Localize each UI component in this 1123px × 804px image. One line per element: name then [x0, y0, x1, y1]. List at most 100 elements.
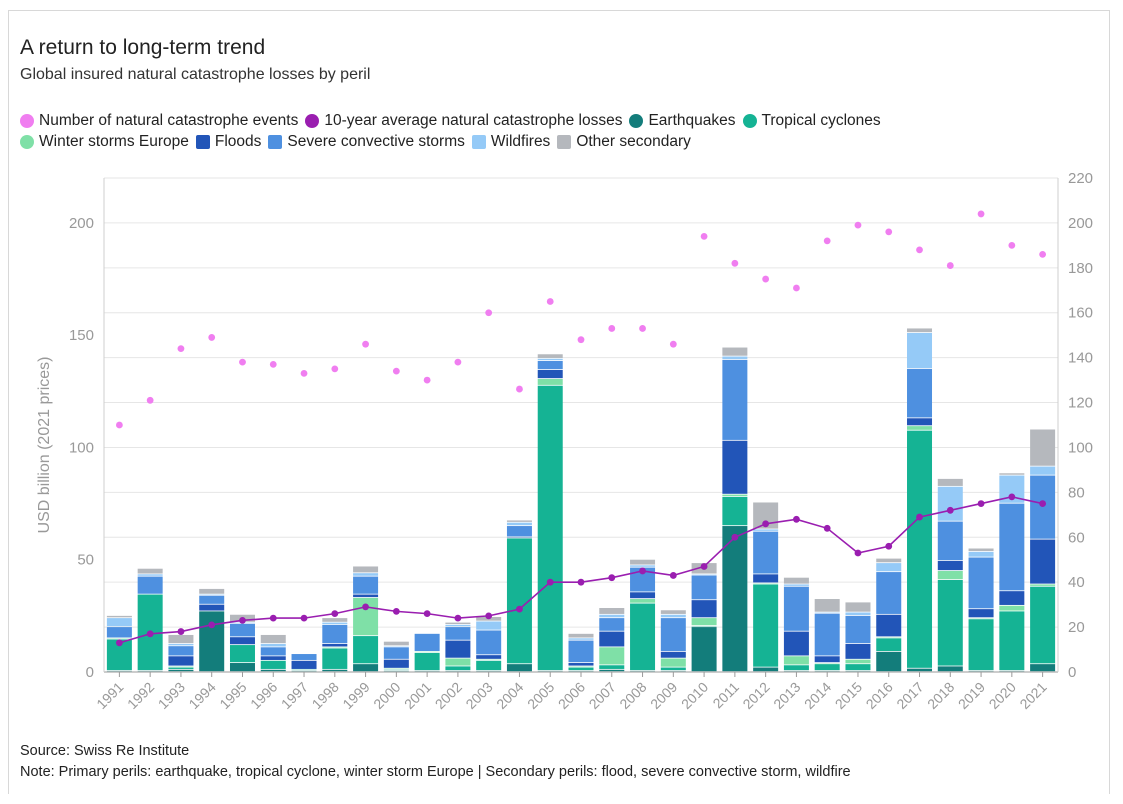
y-axis-label: USD billion (2021 prices) [36, 357, 53, 534]
bar-segment-tropical [937, 579, 963, 666]
bar-segment-winter [845, 659, 871, 664]
bar-segment-tropical [599, 665, 625, 669]
x-tick-label: 1993 [155, 679, 188, 712]
legend-row: Number of natural catastrophe events 10-y… [20, 110, 1020, 131]
bar-segment-earthquakes [907, 668, 933, 672]
y2-tick-label: 0 [1068, 664, 1076, 681]
bar-segment-other [568, 633, 594, 638]
bar-segment-tropical [783, 665, 809, 671]
bar-segment-earthquakes [599, 669, 625, 672]
x-tick-label: 1999 [339, 679, 372, 712]
y2-tick-label: 120 [1068, 395, 1093, 412]
chart-subtitle: Global insured natural catastrophe losse… [20, 66, 371, 83]
y2-tick-label: 220 [1068, 170, 1093, 187]
legend-label-floods: Floods [214, 133, 262, 150]
x-tick-label: 2001 [401, 679, 434, 712]
avg-point [916, 513, 923, 521]
bar-segment-other [845, 602, 871, 612]
legend-swatch-avg [305, 113, 320, 128]
avg-point [669, 572, 677, 579]
legend-item-winter: Winter storms Europe [20, 131, 189, 152]
bar-segment-floods [322, 643, 348, 647]
event-point [177, 345, 185, 353]
bar-segment-earthquakes [876, 651, 902, 672]
y-tick-label: 0 [86, 664, 94, 681]
event-point [423, 376, 431, 384]
avg-point [793, 515, 800, 523]
bar-segment-wildfires [599, 614, 625, 618]
legend-item-avg: 10-year average natural catastrophe loss… [305, 110, 622, 131]
bar-segment-convective [537, 361, 563, 370]
avg-point [177, 628, 185, 635]
y2-tick-label: 40 [1068, 574, 1085, 591]
bar-segment-wildfires [106, 618, 132, 627]
bar-segment-convective [907, 368, 933, 418]
bar-segment-floods [630, 592, 656, 599]
bar-segment-winter [537, 378, 563, 385]
y2-tick-label: 180 [1068, 260, 1093, 277]
bar-segment-convective [260, 647, 286, 656]
avg-point [885, 542, 893, 550]
bar-segment-wildfires [937, 486, 963, 521]
bar-segment-other [353, 566, 379, 573]
bar-segment-convective [353, 576, 379, 594]
y2-tick-label: 60 [1068, 529, 1085, 546]
y2-tick-label: 20 [1068, 619, 1085, 636]
event-point [362, 340, 369, 348]
y-tick-label: 200 [69, 215, 94, 232]
bar-segment-other [907, 328, 933, 333]
bar-segment-convective [845, 615, 871, 644]
legend-item-other: Other secondary [557, 131, 691, 152]
x-tick-label: 2012 [739, 679, 772, 712]
bar-segment-tropical [876, 638, 902, 651]
legend: Number of natural catastrophe events 10-y… [20, 110, 1020, 152]
bar-segment-tropical [414, 652, 440, 671]
bar-segment-earthquakes [322, 669, 348, 672]
event-point [885, 228, 893, 236]
source-note: Source: Swiss Re Institute [20, 743, 190, 759]
x-tick-label: 2021 [1016, 679, 1049, 712]
bar-segment-floods [229, 637, 255, 645]
bar-segment-tropical [537, 385, 563, 671]
avg-point [639, 567, 646, 575]
event-point [700, 232, 708, 240]
event-point [269, 360, 277, 368]
bar-segment-winter [999, 605, 1025, 611]
event-point [300, 369, 308, 377]
avg-point [146, 630, 154, 638]
legend-swatch-earthquakes [629, 113, 644, 128]
x-tick-label: 2018 [924, 679, 957, 712]
bar-segment-other [599, 608, 625, 614]
bar-segment-earthquakes [506, 664, 532, 672]
bar-segment-floods [968, 609, 994, 618]
x-tick-label: 1998 [309, 679, 342, 712]
bar-segment-floods [199, 604, 225, 611]
avg-point [300, 614, 308, 622]
bar-segment-earthquakes [1030, 664, 1056, 672]
bar-segment-floods [937, 560, 963, 571]
bar-segment-convective [968, 557, 994, 609]
legend-item-convective: Severe convective storms [268, 131, 465, 152]
bar-segment-earthquakes [199, 611, 225, 672]
bar-segment-tropical [907, 430, 933, 668]
y2-tick-label: 200 [1068, 215, 1093, 232]
legend-label-convective: Severe convective storms [287, 133, 465, 150]
event-point [454, 358, 462, 366]
bar-segment-winter [783, 656, 809, 665]
bar-segment-winter [660, 658, 686, 667]
bar-segment-floods [599, 631, 625, 647]
bar-segment-floods [722, 440, 748, 494]
x-tick-label: 2011 [709, 679, 742, 712]
event-point [546, 298, 554, 305]
bar-segment-wildfires [445, 624, 471, 627]
bar-segment-tropical [260, 660, 286, 669]
chart-title: A return to long-term trend [20, 36, 266, 59]
bar-segment-earthquakes [168, 669, 194, 672]
avg-point [608, 574, 616, 582]
bar-segment-tropical [445, 666, 471, 671]
bar-segment-convective [199, 595, 225, 604]
bar-segment-winter [722, 494, 748, 497]
avg-point [1039, 500, 1047, 507]
event-point [731, 259, 739, 267]
event-point [516, 385, 523, 393]
